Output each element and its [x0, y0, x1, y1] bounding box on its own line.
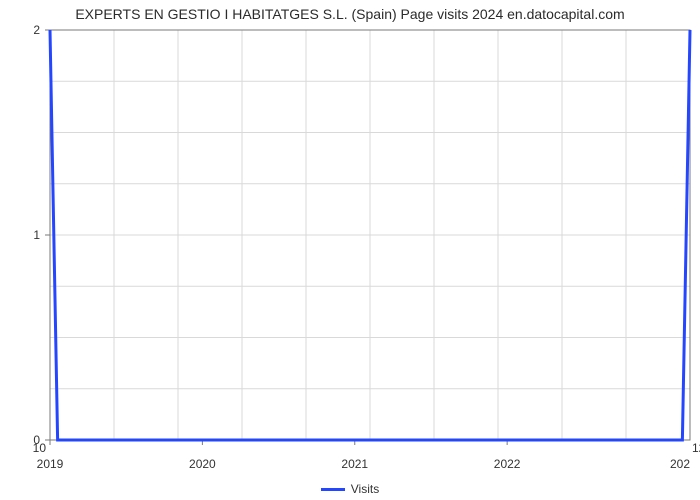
y-tick-label: 1	[33, 228, 40, 242]
line-chart: EXPERTS EN GESTIO I HABITATGES S.L. (Spa…	[0, 0, 700, 500]
x-tick-label: 2019	[37, 457, 64, 471]
corner-label-left: 10	[33, 441, 47, 455]
chart-legend: Visits	[0, 482, 700, 496]
legend-label: Visits	[351, 482, 379, 496]
legend-swatch	[321, 488, 345, 491]
x-tick-label: 2021	[341, 457, 368, 471]
x-tick-label: 2020	[189, 457, 216, 471]
x-tick-label: 2022	[494, 457, 521, 471]
x-tick-label-truncated: 202	[670, 457, 690, 471]
chart-canvas: 01220192020202120222021012	[0, 0, 700, 500]
corner-label-right: 12	[692, 441, 700, 455]
y-tick-label: 2	[33, 23, 40, 37]
